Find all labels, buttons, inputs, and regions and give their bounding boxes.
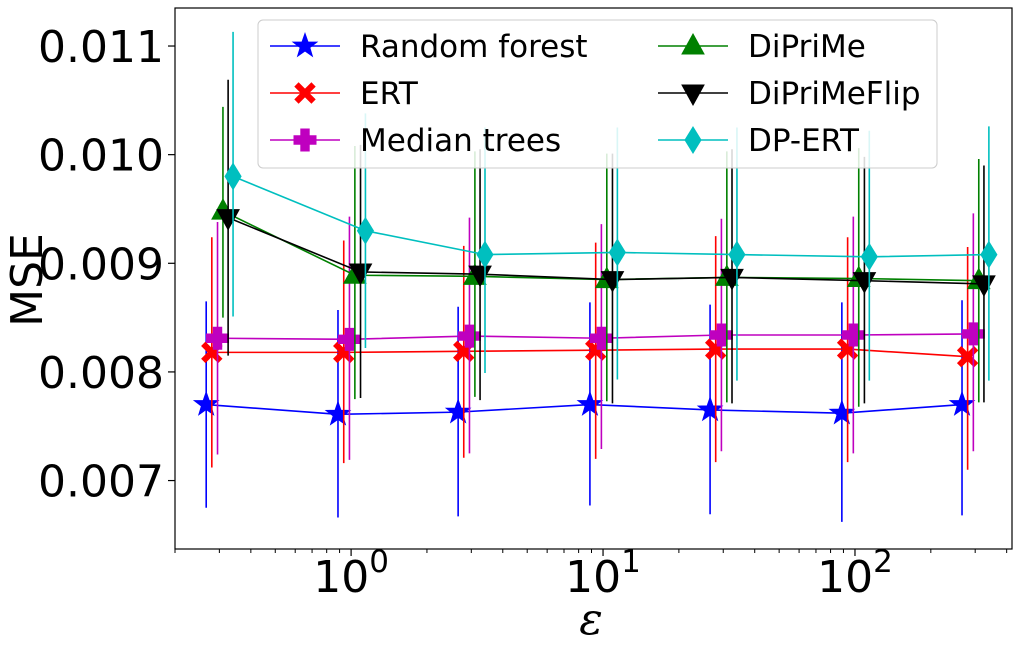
x-tick-exponent: 0: [369, 544, 389, 580]
x-tick-exponent: 1: [621, 544, 641, 580]
data-point: [476, 240, 494, 269]
data-point: [696, 395, 724, 422]
data-point: [337, 327, 361, 351]
legend: Random forest ERT Median trees DiPriMe DiPri…: [257, 19, 938, 169]
data-point: [192, 390, 220, 416]
legend-marker: [681, 32, 705, 55]
legend-label: DiPriMe: [748, 29, 866, 65]
legend-item: ERT: [270, 76, 419, 112]
series-layer: [192, 31, 998, 522]
legend-label: DP-ERT: [748, 123, 860, 159]
legend-item: DP-ERT: [658, 123, 860, 159]
data-point: [216, 209, 240, 231]
legend-label: Median trees: [360, 123, 561, 159]
y-tick-label: 0.007: [38, 457, 164, 508]
x-tick-base: 10: [565, 552, 621, 603]
data-point: [860, 242, 878, 271]
y-tick-label: 0.011: [38, 22, 164, 73]
y-axis-label: MSE: [2, 233, 53, 327]
y-tick-label: 0.010: [38, 131, 164, 182]
x-tick-label: 100: [313, 544, 389, 603]
legend-marker: [293, 128, 317, 152]
data-point: [206, 326, 230, 350]
data-point: [841, 323, 865, 347]
legend-marker: [294, 82, 316, 104]
data-point: [576, 390, 604, 416]
legend-item: DiPriMe: [658, 29, 866, 65]
x-tick-exponent: 2: [873, 544, 893, 580]
y-tick-label: 0.008: [38, 348, 164, 399]
x-tick-base: 10: [313, 552, 369, 603]
data-point: [444, 398, 472, 424]
series-line: [232, 175, 989, 258]
legend-item: Median trees: [270, 123, 561, 159]
y-axis: 0.007 0.008 0.009 0.010 0.011: [38, 22, 175, 508]
data-point: [224, 162, 242, 191]
data-point: [709, 323, 733, 347]
x-axis: 100 101 102: [313, 544, 893, 603]
legend-item: Random forest: [270, 29, 588, 65]
plot-area: [174, 7, 1013, 550]
x-axis-label: ε: [579, 594, 603, 645]
data-point: [457, 324, 481, 348]
legend-marker: [681, 84, 705, 107]
data-point: [589, 326, 613, 350]
data-point: [608, 238, 626, 267]
data-point: [728, 240, 746, 269]
data-point: [356, 216, 375, 245]
legend-label: Random forest: [360, 29, 588, 65]
data-point: [324, 400, 352, 426]
series-dp-ert: [224, 31, 998, 381]
plot-frame: [174, 7, 1013, 550]
x-tick-label: 101: [565, 544, 641, 603]
legend-marker: [684, 126, 702, 154]
legend-item: DiPriMeFlip: [658, 76, 921, 112]
legend-label: ERT: [360, 76, 419, 112]
legend-marker: [291, 31, 319, 58]
data-point: [961, 322, 985, 346]
data-point: [948, 390, 976, 416]
x-tick-base: 10: [817, 552, 873, 603]
series-median-trees: [206, 213, 985, 460]
data-point: [828, 399, 856, 425]
legend-box: [257, 19, 938, 169]
x-minor-ticks: [174, 549, 1008, 553]
x-tick-label: 102: [817, 544, 893, 603]
legend-label: DiPriMeFlip: [748, 76, 921, 112]
y-tick-label: 0.009: [38, 239, 164, 290]
data-point: [980, 240, 998, 269]
